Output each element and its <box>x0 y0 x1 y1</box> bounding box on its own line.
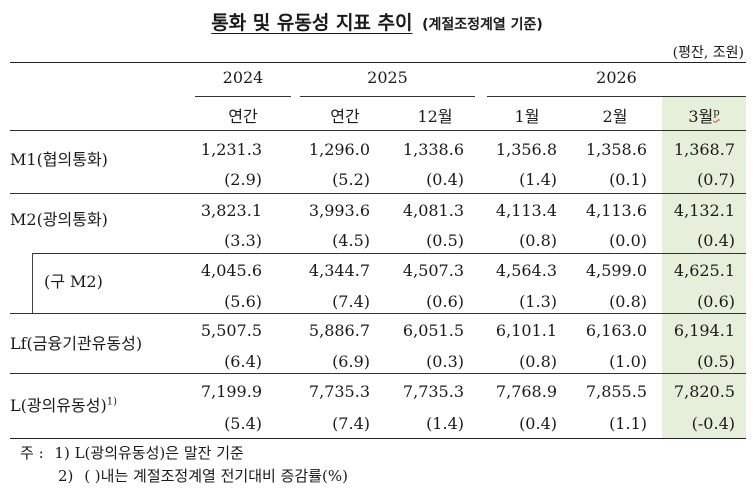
sub-row-indent-line <box>32 253 33 313</box>
row-label-l: L(광의유동성)1) <box>10 396 117 415</box>
row-label-old-m2: (구 M2) <box>44 272 103 291</box>
col-2025-annual: 연간 <box>330 107 360 126</box>
value-cell: 1,231.3 <box>200 140 262 159</box>
change-cell: (0.7) <box>697 170 735 189</box>
title-subtitle: (계절조정계열 기준) <box>422 17 543 33</box>
value-cell: 4,507.3 <box>402 261 464 280</box>
change-cell: (0.4) <box>697 231 735 250</box>
change-cell: (0.6) <box>426 292 464 311</box>
change-cell: (0.6) <box>697 292 735 311</box>
change-cell: (0.4) <box>426 170 464 189</box>
value-cell: 4,113.4 <box>495 201 557 220</box>
value-cell: 7,855.5 <box>585 382 647 401</box>
table-bottom-border <box>10 438 746 439</box>
change-cell: (0.8) <box>609 292 647 311</box>
change-cell: (1.1) <box>609 414 647 433</box>
latest-column-highlight <box>662 96 746 438</box>
value-cell: 7,735.3 <box>308 382 370 401</box>
row-divider-4 <box>10 373 746 374</box>
value-cell: 1,356.8 <box>495 140 557 159</box>
value-cell: 4,564.3 <box>495 261 557 280</box>
change-cell: (7.4) <box>332 414 370 433</box>
change-cell: (0.0) <box>609 231 647 250</box>
value-cell: 6,051.5 <box>402 321 464 340</box>
change-cell: (6.9) <box>332 352 370 371</box>
change-cell: (5.2) <box>332 170 370 189</box>
unit-label: (평잔, 조원) <box>672 45 744 61</box>
value-cell: 1,368.7 <box>673 140 735 159</box>
header-bottom-border <box>10 130 746 131</box>
change-cell: (-0.4) <box>691 414 735 433</box>
value-cell: 4,599.0 <box>585 261 647 280</box>
value-cell: 4,113.6 <box>585 201 647 220</box>
header-line-2026 <box>487 96 746 97</box>
value-cell: 6,194.1 <box>673 321 735 340</box>
value-cell: 7,768.9 <box>495 382 557 401</box>
col-2025-dec: 12월 <box>417 107 453 126</box>
change-cell: (5.6) <box>224 292 262 311</box>
change-cell: (1.3) <box>519 292 557 311</box>
change-cell: (1.0) <box>609 352 647 371</box>
value-cell: 4,045.6 <box>200 261 262 280</box>
value-cell: 4,344.7 <box>308 261 370 280</box>
header-line-2024 <box>195 96 291 97</box>
header-line-2025 <box>300 96 475 97</box>
change-cell: (0.5) <box>697 352 735 371</box>
value-cell: 1,296.0 <box>308 140 370 159</box>
change-cell: (5.4) <box>224 414 262 433</box>
col-2026-mar: 3월p <box>688 107 720 126</box>
table-top-border <box>10 62 746 63</box>
row-divider-1 <box>10 193 746 194</box>
row-label-l-footnote-mark: 1) <box>106 396 117 408</box>
value-cell: 4,132.1 <box>673 201 735 220</box>
row-divider-3 <box>10 313 746 314</box>
value-cell: 1,358.6 <box>585 140 647 159</box>
footnote-1: 주 : 1) L(광의유동성)은 말잔 기준 <box>20 444 244 462</box>
change-cell: (6.4) <box>224 352 262 371</box>
value-cell: 7,820.5 <box>673 382 735 401</box>
change-cell: (0.5) <box>426 231 464 250</box>
preliminary-mark: p <box>713 107 720 119</box>
year-2026: 2026 <box>596 68 637 87</box>
value-cell: 6,163.0 <box>585 321 647 340</box>
title-main: 통화 및 유동성 지표 추이 <box>211 12 413 34</box>
row-label-m2: M2(광의통화) <box>10 210 108 229</box>
change-cell: (3.3) <box>224 231 262 250</box>
col-2024-annual: 연간 <box>228 107 258 126</box>
value-cell: 4,081.3 <box>402 201 464 220</box>
change-cell: (0.8) <box>519 352 557 371</box>
change-cell: (1.4) <box>519 170 557 189</box>
change-cell: (1.4) <box>426 414 464 433</box>
value-cell: 4,625.1 <box>673 261 735 280</box>
value-cell: 7,735.3 <box>402 382 464 401</box>
change-cell: (0.1) <box>609 170 647 189</box>
value-cell: 1,338.6 <box>402 140 464 159</box>
row-label-m1: M1(협의통화) <box>10 150 108 169</box>
footnote-2: 2) ( )내는 계절조정계열 전기대비 증감률(%) <box>58 467 348 485</box>
row-label-lf: Lf(금융기관유동성) <box>10 334 143 353</box>
value-cell: 3,823.1 <box>200 201 262 220</box>
row-divider-2 <box>32 253 746 254</box>
year-2025: 2025 <box>367 68 408 87</box>
value-cell: 5,507.5 <box>200 321 262 340</box>
value-cell: 7,199.9 <box>200 382 262 401</box>
value-cell: 6,101.1 <box>495 321 557 340</box>
change-cell: (7.4) <box>332 292 370 311</box>
col-2026-feb: 2월 <box>602 107 628 126</box>
change-cell: (2.9) <box>224 170 262 189</box>
table-title: 통화 및 유동성 지표 추이 (계절조정계열 기준) <box>0 8 754 35</box>
change-cell: (0.4) <box>519 414 557 433</box>
value-cell: 5,886.7 <box>308 321 370 340</box>
change-cell: (0.3) <box>426 352 464 371</box>
change-cell: (0.8) <box>519 231 557 250</box>
change-cell: (4.5) <box>332 231 370 250</box>
value-cell: 3,993.6 <box>308 201 370 220</box>
year-2024: 2024 <box>222 68 264 87</box>
col-2026-jan: 1월 <box>514 107 540 126</box>
